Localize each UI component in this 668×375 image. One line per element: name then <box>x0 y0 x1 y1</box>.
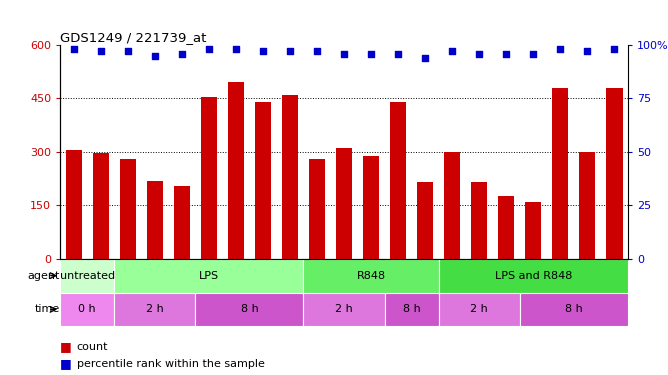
Bar <box>579 152 595 259</box>
Point <box>609 46 620 52</box>
Point <box>365 51 376 57</box>
Bar <box>60 259 114 292</box>
Bar <box>520 292 628 326</box>
Bar <box>147 181 163 259</box>
Bar <box>525 202 541 259</box>
Text: LPS: LPS <box>199 271 219 280</box>
Text: R848: R848 <box>357 271 385 280</box>
Point <box>393 51 403 57</box>
Text: 2 h: 2 h <box>335 304 353 314</box>
Text: time: time <box>34 304 59 314</box>
Point <box>447 48 458 54</box>
Text: 2 h: 2 h <box>470 304 488 314</box>
Point <box>420 55 430 61</box>
Text: 2 h: 2 h <box>146 304 164 314</box>
Bar <box>303 259 439 292</box>
Bar <box>363 156 379 259</box>
Point <box>150 53 160 58</box>
Bar <box>471 182 488 259</box>
Point <box>204 46 214 52</box>
Bar <box>444 152 460 259</box>
Bar <box>498 196 514 259</box>
Point <box>230 46 241 52</box>
Bar <box>303 292 385 326</box>
Text: 8 h: 8 h <box>240 304 259 314</box>
Text: LPS and R848: LPS and R848 <box>494 271 572 280</box>
Bar <box>228 82 244 259</box>
Bar <box>439 292 520 326</box>
Text: percentile rank within the sample: percentile rank within the sample <box>77 359 265 369</box>
Text: 8 h: 8 h <box>403 304 420 314</box>
Bar <box>114 259 303 292</box>
Bar <box>195 292 303 326</box>
Text: GDS1249 / 221739_at: GDS1249 / 221739_at <box>60 31 206 44</box>
Point <box>122 48 133 54</box>
Point <box>339 51 349 57</box>
Text: untreated: untreated <box>59 271 115 280</box>
Bar <box>174 186 190 259</box>
Point <box>582 48 593 54</box>
Bar <box>390 102 406 259</box>
Text: ■: ■ <box>60 340 72 353</box>
Point <box>285 48 295 54</box>
Text: ■: ■ <box>60 357 72 370</box>
Point <box>176 51 187 57</box>
Bar <box>65 150 81 259</box>
Bar <box>60 292 114 326</box>
Point <box>312 48 323 54</box>
Text: count: count <box>77 342 108 352</box>
Bar <box>120 159 136 259</box>
Point <box>474 51 484 57</box>
Bar <box>200 97 217 259</box>
Bar <box>336 148 352 259</box>
Bar <box>385 292 439 326</box>
Bar <box>309 159 325 259</box>
Point <box>501 51 512 57</box>
Point <box>258 48 269 54</box>
Point <box>528 51 538 57</box>
Text: agent: agent <box>27 271 59 280</box>
Text: 0 h: 0 h <box>78 304 96 314</box>
Bar <box>282 95 298 259</box>
Bar <box>552 88 568 259</box>
Bar <box>607 88 623 259</box>
Point <box>555 46 566 52</box>
Point <box>96 48 106 54</box>
Point <box>68 46 79 52</box>
Bar <box>255 102 271 259</box>
Bar <box>114 292 195 326</box>
Bar <box>417 182 434 259</box>
Bar <box>439 259 628 292</box>
Bar <box>93 153 109 259</box>
Text: 8 h: 8 h <box>565 304 582 314</box>
